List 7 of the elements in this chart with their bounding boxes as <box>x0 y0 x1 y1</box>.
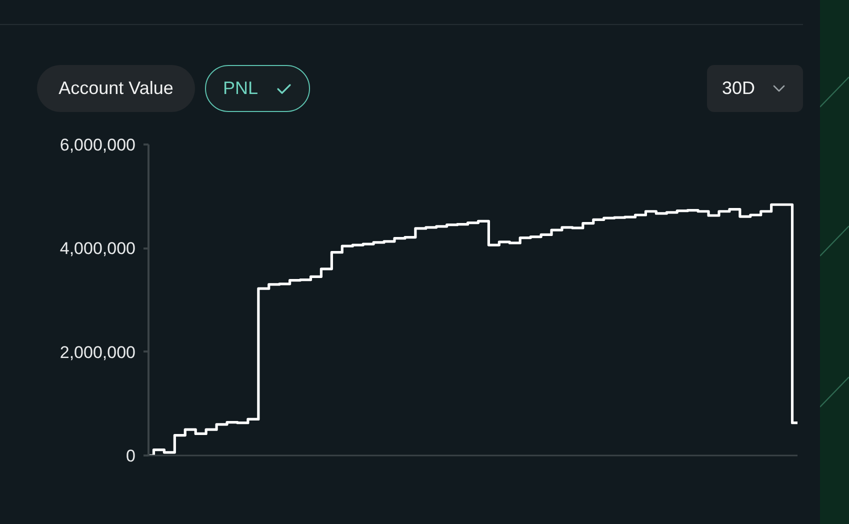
y-tick-label: 6,000,000 <box>60 136 136 154</box>
text: 30D <box>722 76 756 100</box>
y-tick-label: 4,000,000 <box>60 239 136 258</box>
y-tick-label: 2,000,000 <box>60 342 136 362</box>
text: PNL <box>223 76 258 100</box>
y-tick-label: 0 <box>126 446 136 466</box>
text: Account Value <box>58 76 174 100</box>
